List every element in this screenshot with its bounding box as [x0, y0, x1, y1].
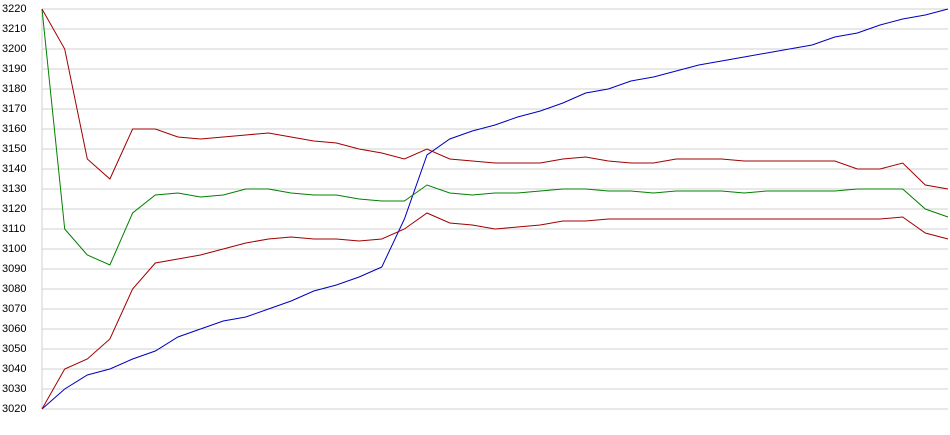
y-tick-label: 3030 [2, 383, 26, 395]
y-tick-label: 3190 [2, 63, 26, 75]
series-line [41, 8, 949, 410]
y-tick-label: 3040 [2, 363, 26, 375]
series-line [41, 8, 949, 266]
y-tick-label: 3220 [2, 3, 26, 15]
y-tick-label: 3070 [2, 303, 26, 315]
series-line [41, 8, 949, 190]
y-tick-label: 3150 [2, 143, 26, 155]
y-tick-label: 3160 [2, 123, 26, 135]
y-tick-label: 3180 [2, 83, 26, 95]
y-tick-label: 3210 [2, 23, 26, 35]
y-tick-label: 3130 [2, 183, 26, 195]
y-tick-label: 3060 [2, 323, 26, 335]
y-tick-label: 3120 [2, 203, 26, 215]
y-tick-label: 3100 [2, 243, 26, 255]
y-tick-label: 3090 [2, 263, 26, 275]
y-tick-label: 3140 [2, 163, 26, 175]
y-tick-label: 3080 [2, 283, 26, 295]
y-tick-label: 3170 [2, 103, 26, 115]
y-tick-label: 3020 [2, 403, 26, 415]
y-tick-label: 3110 [2, 223, 26, 235]
y-tick-label: 3200 [2, 43, 26, 55]
y-tick-label: 3050 [2, 343, 26, 355]
series-line [41, 212, 949, 410]
